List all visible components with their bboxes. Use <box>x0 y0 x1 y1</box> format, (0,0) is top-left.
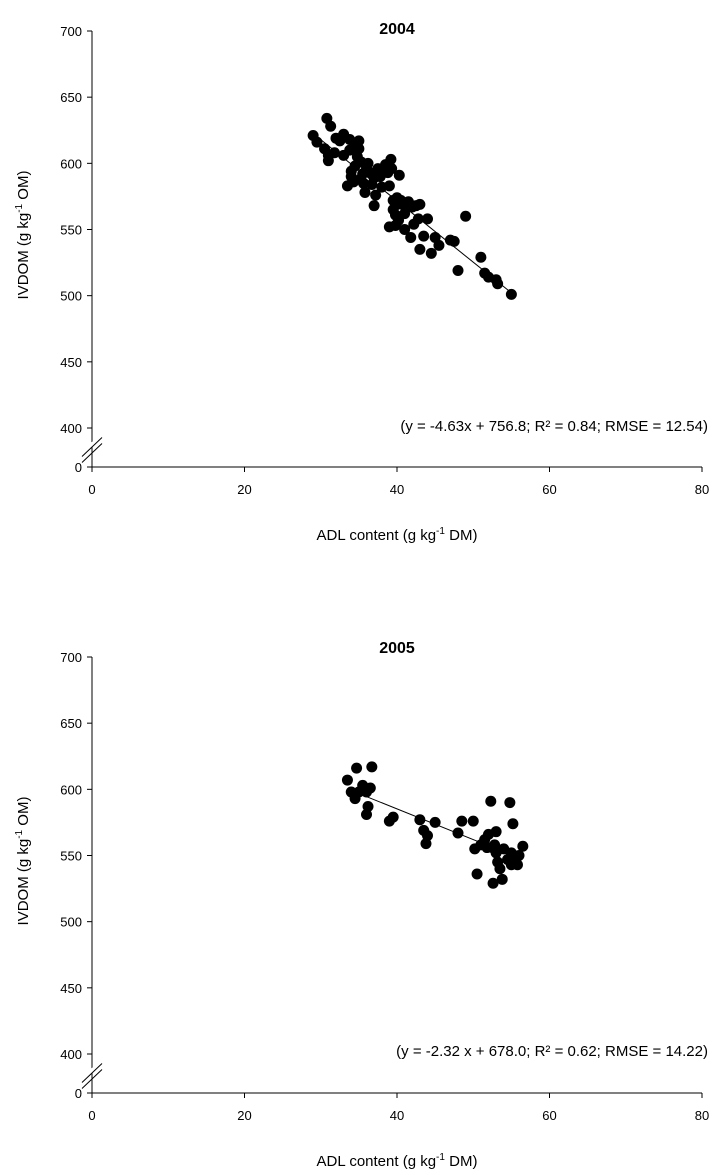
data-point <box>490 826 502 838</box>
y-tick-label: 400 <box>60 421 82 436</box>
data-point <box>387 811 399 823</box>
x-tick-label: 0 <box>88 482 95 497</box>
y-tick-label: 550 <box>60 223 82 238</box>
data-point <box>386 163 398 175</box>
data-point <box>412 213 424 225</box>
data-point <box>505 288 517 300</box>
scatter-chart-2005: 2005 (y = -2.32 x + 678.0; R² = 0.62; RM… <box>14 640 709 1170</box>
data-point <box>418 230 430 242</box>
data-point <box>496 873 508 885</box>
data-point <box>422 830 433 842</box>
data-point <box>366 761 378 773</box>
data-point <box>467 815 479 827</box>
data-point <box>393 169 405 181</box>
data-point <box>383 180 395 192</box>
y-tick-label: 0 <box>75 1086 82 1101</box>
data-point <box>362 801 374 813</box>
data-point <box>353 135 365 147</box>
data-point <box>385 153 397 165</box>
data-point <box>353 143 365 155</box>
chart-title: 2004 <box>379 21 415 38</box>
scatter-chart-2004: 2004 (y = -4.63x + 756.8; R² = 0.84; RMS… <box>14 21 709 544</box>
data-point <box>359 186 371 198</box>
x-tick-label: 80 <box>695 1108 709 1123</box>
chart-marks: 400 450 500 550 600 650 700 00 20 40 60 80 <box>60 24 709 497</box>
axis-break <box>81 435 103 463</box>
regression-equation: (y = -4.63x + 756.8; R² = 0.84; RMSE = 1… <box>400 418 708 435</box>
data-point <box>362 157 374 169</box>
y-tick-label: 550 <box>60 849 82 864</box>
data-point <box>494 863 506 875</box>
y-tick-label: 450 <box>60 355 82 370</box>
y-tick-label: 450 <box>60 981 82 996</box>
y-tick-label: 700 <box>60 650 82 665</box>
y-tick-label: 500 <box>60 915 82 930</box>
data-point <box>414 243 426 255</box>
y-tick-label: 0 <box>75 460 82 475</box>
x-tick-label: 40 <box>390 482 404 497</box>
x-tick-label: 20 <box>237 482 251 497</box>
regression-equation: (y = -2.32 x + 678.0; R² = 0.62; RMSE = … <box>396 1043 708 1060</box>
data-point <box>452 827 464 839</box>
x-tick-label: 0 <box>88 1108 95 1123</box>
axis-break <box>81 1061 103 1089</box>
y-tick-label: 600 <box>60 782 82 797</box>
axis-break-stroke <box>81 437 103 457</box>
x-tick-label: 80 <box>695 482 709 497</box>
data-point <box>492 278 504 290</box>
data-point <box>429 816 441 828</box>
data-point <box>475 251 487 263</box>
data-point <box>433 239 445 251</box>
data-point <box>357 177 369 189</box>
data-point <box>425 247 437 259</box>
data-point <box>364 782 376 794</box>
y-tick-label: 600 <box>60 156 82 171</box>
y-axis-label: IVDOM (g kg-1 OM) <box>14 797 32 926</box>
data-point <box>504 797 516 809</box>
y-tick-label: 500 <box>60 289 82 304</box>
y-tick-label: 700 <box>60 24 82 39</box>
data-point <box>341 774 353 786</box>
data-point <box>485 795 497 807</box>
data-point <box>414 814 426 826</box>
x-axis-label: ADL content (g kg-1 DM) <box>317 1152 478 1170</box>
data-point <box>456 815 468 827</box>
data-point <box>460 210 472 222</box>
x-tick-label: 20 <box>237 1108 251 1123</box>
data-point <box>487 877 499 889</box>
data-point <box>399 224 411 235</box>
data-point <box>414 198 426 210</box>
data-point <box>471 868 483 880</box>
x-tick-label: 60 <box>542 1108 556 1123</box>
y-tick-label: 650 <box>60 90 82 105</box>
y-axis-label: IVDOM (g kg-1 OM) <box>14 171 32 300</box>
axis-break-stroke <box>81 1069 103 1089</box>
data-point <box>368 200 380 212</box>
data-point <box>448 235 460 247</box>
data-point <box>422 213 433 225</box>
axis-break-stroke <box>81 1063 103 1083</box>
data-point <box>507 818 519 830</box>
data-point <box>351 762 363 774</box>
x-axis-label: ADL content (g kg-1 DM) <box>317 526 478 544</box>
y-tick-label: 400 <box>60 1047 82 1062</box>
chart-marks: 400 450 500 550 600 650 700 00 20 40 60 80 <box>60 650 709 1123</box>
data-point <box>511 859 523 871</box>
data-point <box>325 120 337 132</box>
data-point <box>517 840 529 852</box>
data-point <box>405 231 417 243</box>
x-tick-label: 40 <box>390 1108 404 1123</box>
data-point <box>370 189 382 201</box>
y-tick-label: 650 <box>60 716 82 731</box>
data-point <box>452 265 464 277</box>
data-point <box>328 147 340 159</box>
data-point <box>322 155 334 167</box>
data-point <box>311 136 323 148</box>
data-point <box>513 850 525 861</box>
chart-title: 2005 <box>379 640 415 657</box>
axis-break-stroke <box>81 443 103 463</box>
x-tick-label: 60 <box>542 482 556 497</box>
